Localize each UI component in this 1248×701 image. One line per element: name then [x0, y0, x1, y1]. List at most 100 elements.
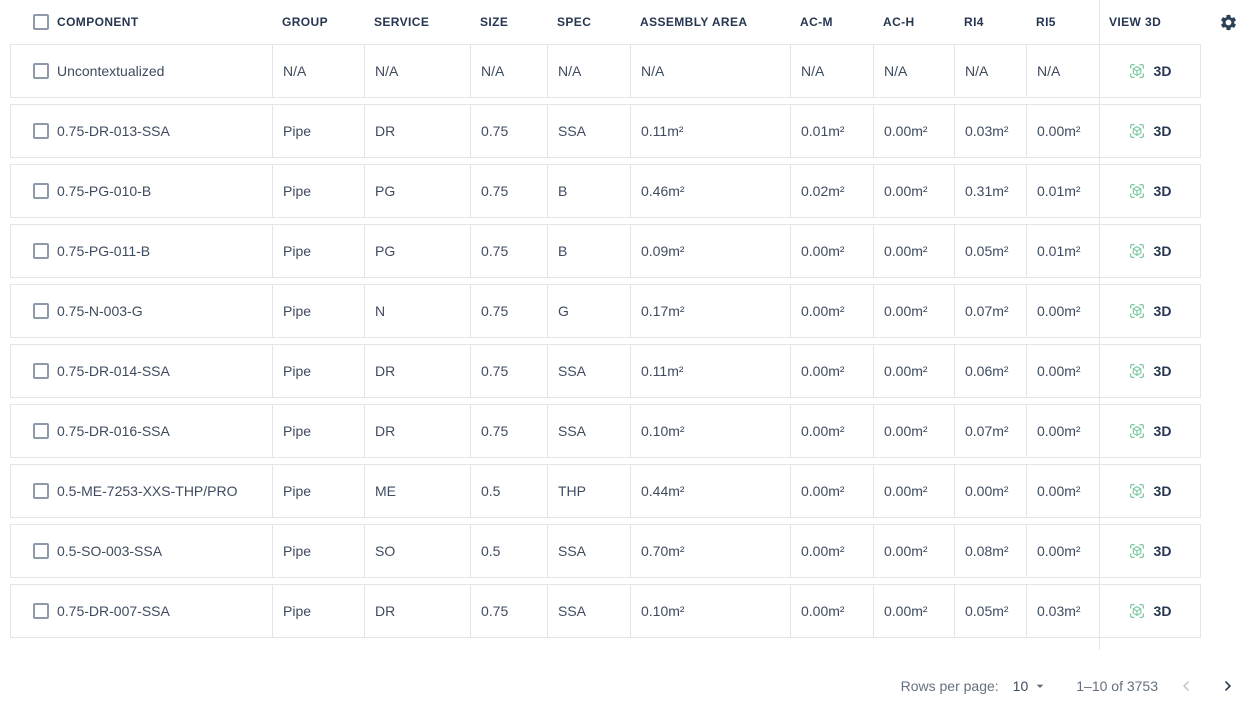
cell-value: SSA [558, 603, 587, 619]
row-select-checkbox[interactable] [33, 123, 49, 139]
table-row[interactable]: 0.5-SO-003-SSA Pipe SO 0.5 SSA 0.70m² 0.00m² 0.… [10, 524, 1201, 578]
cell-ri4: 0.00m² [955, 465, 1027, 517]
column-header-label: SERVICE [374, 15, 430, 29]
view-3d-button[interactable]: 3D [1122, 178, 1178, 204]
view-3d-button[interactable]: 3D [1122, 538, 1178, 564]
cell-spec: B [548, 225, 631, 277]
cell-group: Pipe [273, 465, 365, 517]
cell-size: 0.75 [471, 105, 548, 157]
cell-value: 0.01m² [1037, 183, 1081, 199]
row-select-checkbox[interactable] [33, 243, 49, 259]
cell-ac_m: 0.00m² [791, 225, 874, 277]
chevron-left-icon [1183, 681, 1189, 691]
cell-value: 0.00m² [884, 603, 928, 619]
cell-value: N/A [375, 63, 399, 79]
table-row[interactable]: 0.75-DR-014-SSA Pipe DR 0.75 SSA 0.11m² 0.00m²… [10, 344, 1201, 398]
cell-group: Pipe [273, 285, 365, 337]
cell-component: 0.75-DR-013-SSA [11, 105, 273, 157]
cell-value: 0.5 [481, 483, 501, 499]
cell-value: SO [375, 543, 396, 559]
cell-value: N/A [283, 63, 307, 79]
table-row[interactable]: 0.75-DR-007-SSA Pipe DR 0.75 SSA 0.10m² 0.00m²… [10, 584, 1201, 638]
row-select-checkbox[interactable] [33, 543, 49, 559]
table-row[interactable]: 0.75-PG-011-B Pipe PG 0.75 B 0.09m² 0.00m² 0.00… [10, 224, 1201, 278]
cell-value: 0.00m² [801, 303, 845, 319]
cell-value: 0.08m² [965, 543, 1009, 559]
column-header-service: SERVICE [364, 0, 470, 44]
table-row[interactable]: 0.75-DR-016-SSA Pipe DR 0.75 SSA 0.10m² 0.00m²… [10, 404, 1201, 458]
cell-value: THP [558, 483, 586, 499]
view-3d-button-label: 3D [1153, 543, 1172, 559]
cell-value: PG [375, 183, 396, 199]
cell-size: N/A [471, 45, 548, 97]
pagination-bar: Rows per page: 10 1–10 of 3753 [901, 668, 1242, 701]
cell-ac_m: 0.00m² [791, 285, 874, 337]
view-3d-button[interactable]: 3D [1122, 598, 1178, 624]
cell-spec: G [548, 285, 631, 337]
view-3d-button-label: 3D [1153, 303, 1172, 319]
next-page-button[interactable] [1214, 672, 1242, 700]
cell-spec: SSA [548, 405, 631, 457]
table-settings-button[interactable] [1217, 11, 1239, 33]
row-select-checkbox[interactable] [33, 603, 49, 619]
cell-value: 0.75 [481, 303, 509, 319]
3d-cube-focus-icon [1129, 303, 1144, 319]
cell-service: ME [365, 465, 471, 517]
view-3d-button[interactable]: 3D [1122, 238, 1178, 264]
cell-value: Pipe [283, 423, 312, 439]
previous-page-button[interactable] [1172, 672, 1200, 700]
rows-per-page-select[interactable]: 10 [1013, 678, 1049, 694]
cell-value: 0.00m² [884, 183, 928, 199]
table-row[interactable]: 0.75-N-003-G Pipe N 0.75 G 0.17m² 0.00m² 0.00m²… [10, 284, 1201, 338]
chevron-down-icon [1036, 684, 1044, 688]
cell-value: SSA [558, 123, 587, 139]
cell-ac_m: N/A [791, 45, 874, 97]
cell-view3d: 3D [1099, 105, 1200, 157]
cell-ri5: 0.01m² [1027, 225, 1099, 277]
cell-view3d: 3D [1099, 285, 1200, 337]
cell-value: Pipe [283, 603, 312, 619]
cell-size: 0.75 [471, 225, 548, 277]
table-header-row: COMPONENT GROUP SERVICE SIZE SPEC ASSEMBLY AR… [0, 0, 1248, 44]
cell-value: 0.44m² [641, 483, 685, 499]
cell-value: 0.07m² [965, 423, 1009, 439]
select-all-checkbox[interactable] [33, 14, 49, 30]
cell-value: Uncontextualized [57, 63, 165, 79]
cell-value: 0.06m² [965, 363, 1009, 379]
cell-value: G [558, 303, 569, 319]
view-3d-button[interactable]: 3D [1122, 118, 1178, 144]
cell-value: 0.00m² [884, 483, 928, 499]
row-select-checkbox[interactable] [33, 423, 49, 439]
cell-ri5: 0.01m² [1027, 165, 1099, 217]
view-3d-button[interactable]: 3D [1122, 418, 1178, 444]
cell-ri5: 0.00m² [1027, 405, 1099, 457]
cell-ac_m: 0.00m² [791, 585, 874, 637]
table-row[interactable]: 0.75-DR-013-SSA Pipe DR 0.75 SSA 0.11m² 0.01m²… [10, 104, 1201, 158]
cell-value: 0.03m² [1037, 603, 1081, 619]
cell-ac_h: 0.00m² [874, 165, 955, 217]
cell-component: 0.75-DR-014-SSA [11, 345, 273, 397]
cell-group: Pipe [273, 525, 365, 577]
row-select-checkbox[interactable] [33, 363, 49, 379]
row-select-checkbox[interactable] [33, 483, 49, 499]
cell-value: 0.00m² [884, 243, 928, 259]
view-3d-button[interactable]: 3D [1122, 58, 1178, 84]
column-header-size: SIZE [470, 0, 547, 44]
3d-cube-focus-icon [1129, 423, 1144, 439]
view-3d-button[interactable]: 3D [1122, 478, 1178, 504]
cell-value: SSA [558, 423, 587, 439]
cell-assembly_area: 0.11m² [631, 345, 791, 397]
cell-ri4: 0.08m² [955, 525, 1027, 577]
table-row[interactable]: 0.75-PG-010-B Pipe PG 0.75 B 0.46m² 0.02m² 0.00… [10, 164, 1201, 218]
column-header-ac_m: AC-M [790, 0, 873, 44]
row-select-checkbox[interactable] [33, 183, 49, 199]
view-3d-button[interactable]: 3D [1122, 358, 1178, 384]
chevron-right-icon [1225, 681, 1231, 691]
table-row[interactable]: 0.5-ME-7253-XXS-THP/PRO Pipe ME 0.5 THP 0.44m… [10, 464, 1201, 518]
cell-size: 0.5 [471, 525, 548, 577]
view-3d-button[interactable]: 3D [1122, 298, 1178, 324]
table-row[interactable]: Uncontextualized N/A N/A N/A N/A N/A N/A N/A N/A… [10, 44, 1201, 98]
row-select-checkbox[interactable] [33, 303, 49, 319]
row-select-checkbox[interactable] [33, 63, 49, 79]
